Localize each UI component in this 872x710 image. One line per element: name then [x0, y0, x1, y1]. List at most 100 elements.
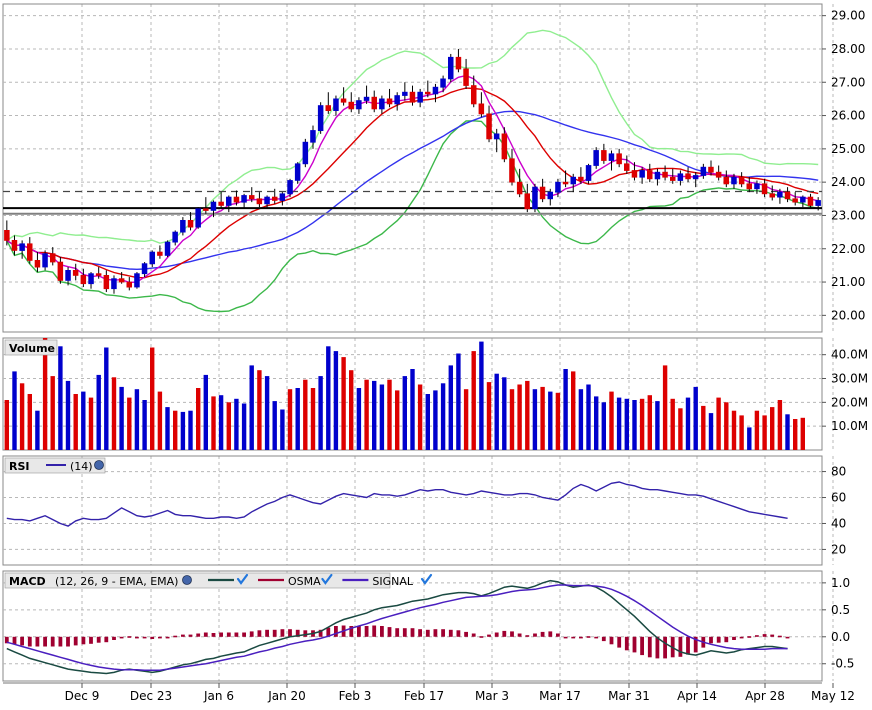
x-axis-label: Mar 31	[608, 689, 650, 703]
macd-histogram-bar	[663, 636, 667, 659]
macd-histogram-bar	[288, 629, 292, 637]
macd-histogram-bar	[12, 636, 17, 645]
macd-histogram-bar	[678, 636, 683, 657]
volume-bar	[502, 377, 507, 450]
volume-bar	[96, 374, 101, 450]
volume-bar	[218, 395, 224, 450]
candle-body	[279, 193, 286, 201]
macd-legend-label: SIGNAL	[372, 575, 414, 588]
candle-body	[157, 251, 163, 256]
macd-histogram-bar	[135, 636, 139, 639]
volume-bar	[762, 415, 767, 450]
volume-bar	[387, 379, 392, 450]
volume-bar	[165, 407, 170, 450]
y-axis-label: 60	[831, 491, 846, 505]
y-axis-label: 1.0	[831, 576, 850, 590]
candle-body	[524, 193, 531, 210]
macd-histogram-bar	[249, 631, 254, 637]
candle-body	[723, 176, 730, 185]
macd-histogram-bar	[89, 636, 93, 644]
volume-bar	[203, 374, 208, 450]
macd-histogram-bar	[517, 633, 522, 637]
candle-body	[761, 183, 768, 195]
candlesticks[interactable]	[4, 48, 821, 294]
volume-bar	[731, 410, 737, 450]
macd-histogram-bar	[617, 636, 622, 648]
y-axis-label: 22.00	[831, 242, 865, 256]
macd-histogram-bar	[548, 631, 553, 637]
y-axis-label: 20.0M	[831, 395, 868, 409]
checkmark-icon[interactable]	[236, 573, 249, 585]
candle-body	[233, 196, 240, 203]
candle-body	[103, 274, 110, 290]
candle-body	[218, 201, 224, 206]
candle-body	[424, 91, 431, 95]
x-axis-label: Mar 17	[539, 689, 581, 703]
candle-body	[754, 183, 760, 190]
macd-panel-label: MACD	[9, 575, 46, 588]
panel-rsi: 80 60 40 20	[2, 455, 846, 566]
macd-histogram-bar	[357, 626, 361, 637]
volume-bar	[272, 401, 277, 450]
candle-body	[340, 98, 347, 103]
candle-body	[379, 98, 385, 110]
candle-body	[310, 130, 316, 143]
y-axis-label: 25.00	[831, 142, 865, 156]
x-axis-label: Feb 17	[404, 689, 444, 703]
volume-bar	[662, 365, 668, 450]
panel-price: 29.00 28.00 27.00 26.00 25.00 24.00 23.00 22.00…	[2, 3, 865, 333]
macd-histogram-bar	[632, 636, 637, 653]
volume-bar	[685, 397, 691, 450]
settings-gear-icon[interactable]	[94, 460, 104, 470]
volume-bar	[264, 376, 270, 450]
candle-body	[417, 91, 423, 103]
candle-body	[555, 181, 561, 193]
macd-histogram-bar	[739, 636, 744, 639]
candle-body	[792, 198, 798, 203]
volume-bar	[395, 390, 400, 450]
volume-bars[interactable]	[4, 338, 805, 450]
candle-body	[149, 251, 155, 265]
macd-histogram-bar	[724, 636, 729, 643]
volume-bar	[402, 376, 407, 450]
candle-body	[616, 153, 622, 165]
macd-histogram-bar	[556, 633, 560, 637]
candle-body	[547, 191, 554, 200]
y-axis-label: 27.00	[831, 75, 865, 89]
checkmark-icon[interactable]	[321, 573, 333, 585]
macd-lines	[6, 579, 788, 675]
macd-histogram-bar	[203, 632, 208, 637]
candle-body	[4, 229, 10, 241]
x-axis-label: Jan 6	[203, 689, 234, 703]
macd-histogram-bar	[640, 636, 644, 656]
volume-bar	[12, 371, 17, 450]
volume-bar	[35, 410, 40, 450]
candle-body	[440, 78, 446, 88]
macd-histogram-bar	[181, 634, 185, 637]
volume-bar	[104, 347, 109, 450]
candle-body	[195, 208, 201, 228]
macd-histogram-bar	[410, 628, 415, 637]
settings-gear-icon[interactable]	[182, 575, 192, 585]
x-axis-label: Feb 3	[339, 689, 372, 703]
price-reference-lines	[3, 190, 822, 215]
macd-histogram-bar	[188, 634, 193, 637]
volume-label-background	[4, 339, 58, 356]
candle-body	[493, 133, 500, 140]
macd-histogram-bar	[349, 626, 354, 637]
macd-histogram-bar	[50, 636, 55, 647]
macd-histogram-bar	[303, 630, 308, 637]
macd-histogram-bar	[81, 636, 86, 645]
y-axis-label: 20.00	[831, 308, 865, 322]
volume-bar	[127, 397, 132, 450]
candle-body	[708, 166, 714, 173]
candle-body	[241, 195, 247, 203]
candle-body	[88, 273, 94, 285]
macd-histogram-bar	[96, 636, 101, 643]
x-axis-label: Mar 3	[475, 689, 509, 703]
volume-bar	[724, 402, 729, 450]
macd-histogram-bar	[27, 636, 32, 647]
candle-body	[187, 219, 194, 228]
checkmark-icon[interactable]	[420, 573, 433, 585]
